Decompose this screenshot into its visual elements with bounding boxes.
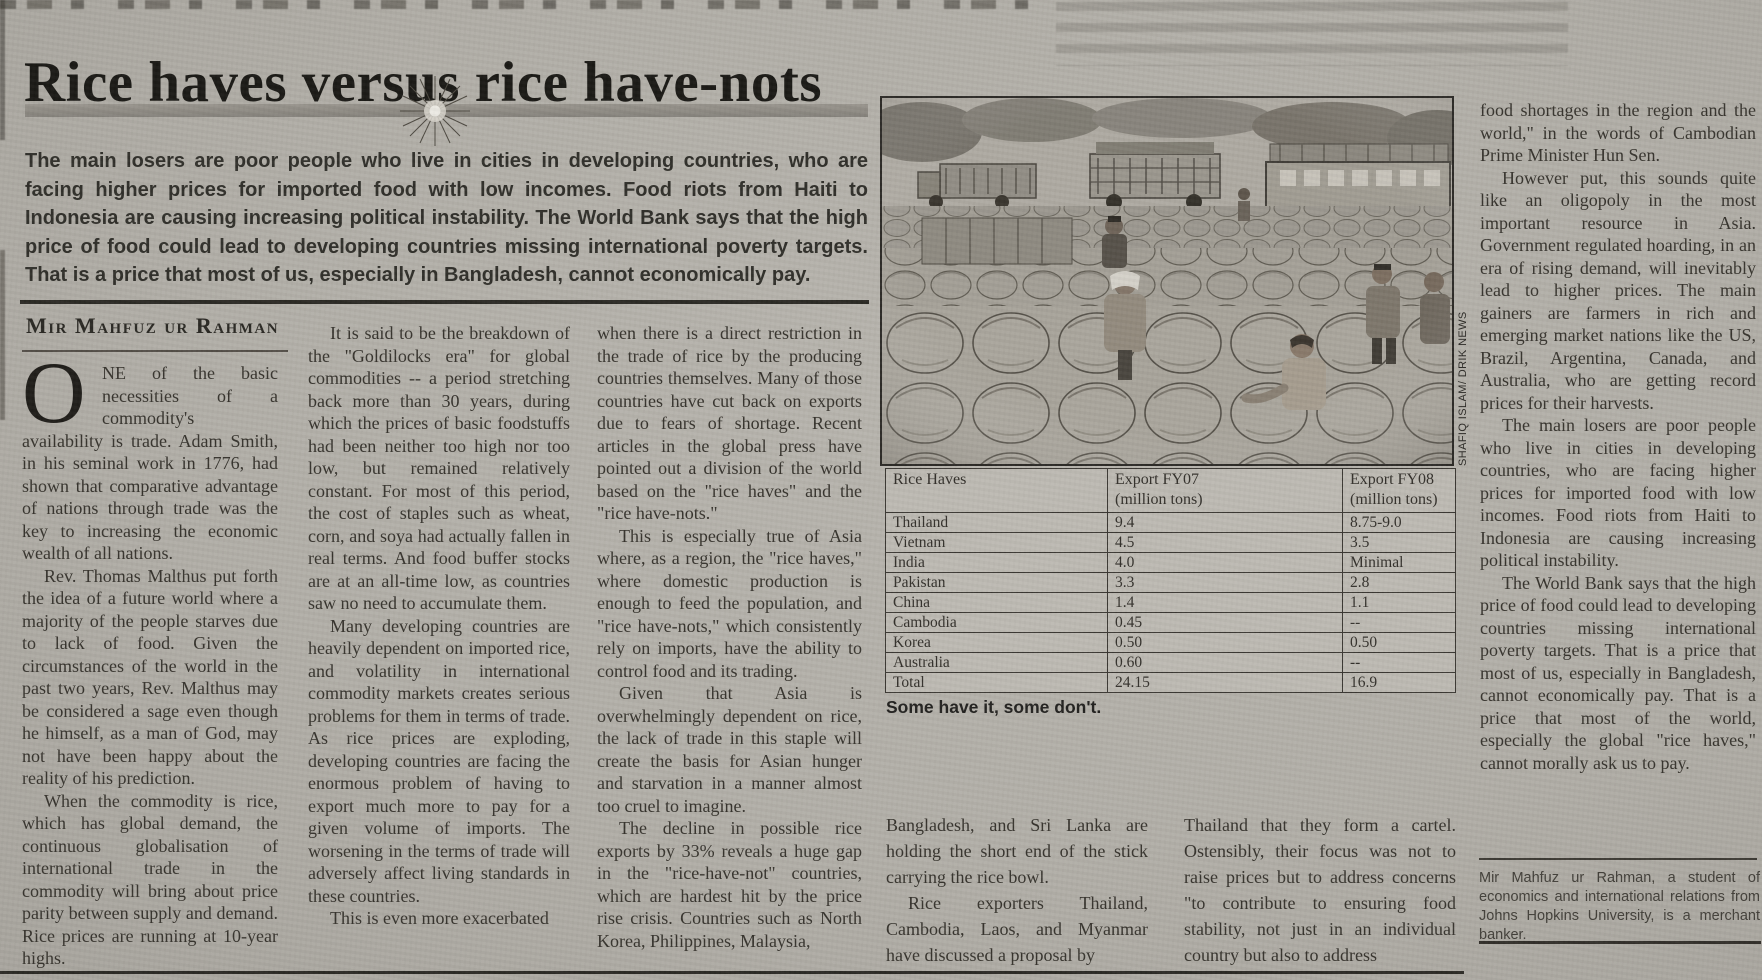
scan-artifact-left-edge [0, 0, 5, 420]
table-cell: -- [1342, 652, 1456, 673]
article-column-6: food shortages in the region and the wor… [1480, 99, 1756, 851]
table-row: Thailand 9.4 8.75-9.0 [885, 512, 1456, 533]
table-caption: Some have it, some don't. [886, 697, 1102, 717]
table-cell: Total [885, 672, 1108, 693]
table-cell: 8.75-9.0 [1342, 512, 1456, 533]
article-paragraph: This is especially true of Asia where, a… [597, 525, 862, 681]
starburst-icon [400, 76, 470, 146]
page-bottom-rule [0, 971, 1464, 974]
table-cell: Pakistan [885, 572, 1108, 593]
table-cell: 4.5 [1107, 532, 1343, 553]
article-paragraph: This is even more exacerbated [330, 908, 549, 928]
table-header-cell: Export FY07 (million tons) [1107, 468, 1343, 513]
article-paragraph: However put, this sounds quite like an o… [1480, 167, 1756, 413]
author-bio: Mir Mahfuz ur Rahman, a student of econo… [1479, 870, 1760, 943]
article-paragraph: O NE of the basic necessities of a commod… [22, 362, 278, 565]
table-cell: Australia [885, 652, 1108, 673]
section-rule [20, 300, 869, 304]
table-header-cell: Rice Haves [885, 468, 1108, 513]
table-cell: 1.1 [1342, 592, 1456, 613]
byline: Mir Mahfuz ur Rahman [26, 313, 280, 338]
article-column-2: It is said to be the breakdown of the "G… [308, 322, 570, 972]
table-cell: Thailand [885, 512, 1108, 533]
bio-bottom-rule [1479, 941, 1761, 944]
article-column-5: Thailand that they form a cartel. Ostens… [1184, 812, 1456, 972]
article-paragraph: Rev. Thomas Malthus put forth the idea o… [22, 565, 278, 789]
article-paragraph: when there is a direct restriction in th… [597, 323, 862, 523]
table-cell: 24.15 [1107, 672, 1343, 693]
article-paragraph: The main losers are poor people who live… [1480, 415, 1756, 570]
table-cell: 0.60 [1107, 652, 1343, 673]
table-cell: 0.50 [1107, 632, 1343, 653]
table-row: India 4.0 Minimal [885, 552, 1456, 573]
article-paragraph: Rice exporters Thailand, Cambodia, Laos,… [886, 893, 1148, 965]
article-paragraph: food shortages in the region and the wor… [1480, 100, 1756, 165]
article-paragraph: When the commodity is rice, which has gl… [22, 790, 278, 969]
article-paragraph: Given that Asia is overwhelmingly depend… [597, 683, 862, 816]
scan-artifact-top-right [1056, 2, 1568, 66]
table-header-cell: Export FY08 (million tons) [1342, 468, 1456, 513]
table-cell: 4.0 [1107, 552, 1343, 573]
article-paragraph: Many developing countries are heavily de… [308, 615, 570, 906]
article-paragraph: Thailand that they form a cartel. Ostens… [1184, 815, 1456, 965]
table-cell: 3.3 [1107, 572, 1343, 593]
table-cell: India [885, 552, 1108, 573]
article-paragraph: The decline in possible rice exports by … [597, 818, 862, 951]
table-cell: 2.8 [1342, 572, 1456, 593]
rice-table-body: Thailand 9.4 8.75-9.0 Vietnam 4.5 3.5 India 4.0… [885, 512, 1456, 693]
rice-table: Rice Haves Export FY07 (million tons) Expo… [885, 468, 1456, 693]
table-cell: 1.4 [1107, 592, 1343, 613]
table-row: Australia 0.60 -- [885, 652, 1456, 673]
table-cell: 0.50 [1342, 632, 1456, 653]
table-cell: China [885, 592, 1108, 613]
table-row: Pakistan 3.3 2.8 [885, 572, 1456, 593]
table-row: Total 24.15 16.9 [885, 672, 1456, 693]
photo-credit: SHAFIQ ISLAM/ DRIK NEWS [1457, 311, 1469, 466]
bio-rule [1479, 858, 1757, 860]
article-column-3: when there is a direct restriction in th… [597, 322, 862, 972]
table-cell: 16.9 [1342, 672, 1456, 693]
article-paragraph: The World Bank says that the high price … [1480, 572, 1756, 773]
table-row: Vietnam 4.5 3.5 [885, 532, 1456, 553]
table-cell: Vietnam [885, 532, 1108, 553]
scan-artifact-top [0, 0, 1058, 9]
photo-rice-market [862, 96, 1487, 466]
table-cell: -- [1342, 612, 1456, 633]
article-column-4: Bangladesh, and Sri Lanka are holding th… [886, 812, 1148, 972]
article-column-1: O NE of the basic necessities of a commod… [22, 362, 278, 968]
table-cell: Korea [885, 632, 1108, 653]
lede-paragraph: The main losers are poor people who live… [25, 150, 868, 286]
table-row: Korea 0.50 0.50 [885, 632, 1456, 653]
table-cell: 9.4 [1107, 512, 1343, 533]
drop-cap: O [22, 362, 86, 442]
table-cell: 3.5 [1342, 532, 1456, 553]
article-paragraph: Bangladesh, and Sri Lanka are holding th… [886, 815, 1148, 887]
byline-rule [22, 350, 288, 352]
table-cell: 0.45 [1107, 612, 1343, 633]
table-row: Cambodia 0.45 -- [885, 612, 1456, 633]
rice-table-head-row: Rice Haves Export FY07 (million tons) Expo… [885, 468, 1456, 513]
photo-illustration [862, 98, 1487, 464]
table-cell: Minimal [1342, 552, 1456, 573]
table-cell: Cambodia [885, 612, 1108, 633]
article-paragraph: It is said to be the breakdown of the "G… [308, 323, 570, 613]
page-title: Rice haves versus rice have-nots [24, 51, 823, 115]
table-row: China 1.4 1.1 [885, 592, 1456, 613]
